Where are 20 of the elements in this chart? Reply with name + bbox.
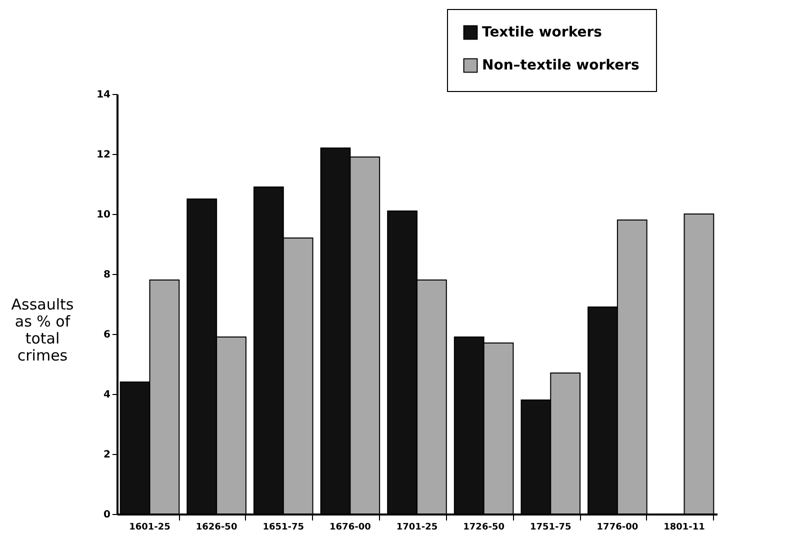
- x-tick-label: 1701-25: [396, 522, 438, 532]
- y-tick-label: 6: [104, 330, 111, 340]
- x-tick-label: 1776-00: [596, 522, 638, 532]
- y-tick-label: 2: [104, 450, 111, 460]
- y-tick-label: 10: [96, 210, 111, 220]
- y-tick-label: 8: [104, 270, 111, 280]
- x-tick-label: 1801-11: [664, 522, 705, 532]
- x-tick-label: 1751-75: [530, 522, 572, 532]
- x-tick-label: 1726-50: [463, 522, 504, 532]
- x-tick-label: 1651-75: [262, 522, 304, 532]
- x-tick-label: 1601-25: [129, 522, 170, 532]
- y-tick-label: 14: [96, 90, 111, 100]
- y-axis-title: Assaults as % of total crimes: [11, 296, 74, 364]
- x-tick-label: 1676-00: [330, 522, 371, 532]
- y-tick-label: 4: [104, 390, 111, 400]
- legend-label: Non–textile workers: [482, 58, 640, 74]
- x-tick-label: 1626-50: [196, 522, 238, 532]
- y-tick-label: 0: [104, 510, 111, 520]
- y-tick-label: 12: [96, 150, 111, 160]
- legend-label: Textile workers: [482, 24, 602, 40]
